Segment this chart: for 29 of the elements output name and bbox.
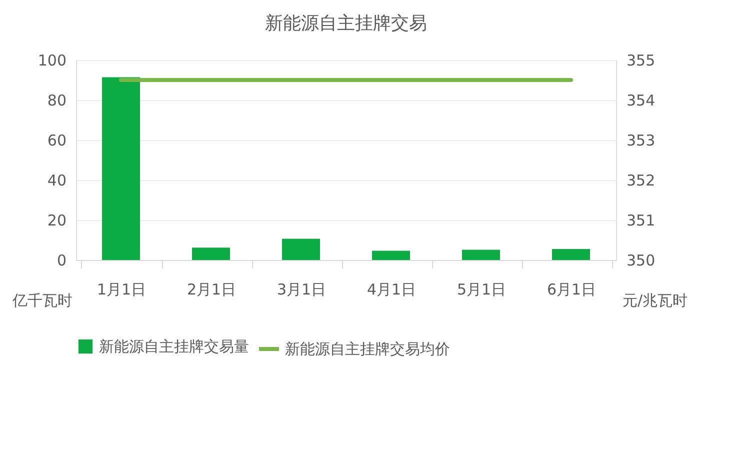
x-tick-label: 2月1日	[186, 280, 236, 298]
legend-label: 新能源自主挂牌交易量	[99, 338, 249, 356]
bar	[192, 248, 230, 260]
y2-axis-title: 元/兆瓦时	[622, 292, 688, 310]
y2-tick-label: 350	[626, 252, 656, 270]
y-tick-label: 100	[38, 52, 66, 70]
legend-label: 新能源自主挂牌交易均价	[285, 340, 450, 358]
bar	[552, 249, 590, 260]
y-axis-title: 亿千瓦时	[12, 292, 72, 310]
y-tick-label: 60	[47, 132, 66, 150]
y2-tick-label: 355	[626, 52, 656, 70]
y-tick-label: 0	[56, 252, 66, 270]
y2-tick-label: 353	[626, 132, 656, 150]
x-tick-label: 5月1日	[456, 280, 506, 298]
bar	[462, 250, 500, 260]
x-tick-label: 6月1日	[546, 280, 596, 298]
bar	[102, 77, 140, 260]
y2-tick-label: 352	[626, 172, 656, 190]
y-tick-label: 20	[47, 212, 66, 230]
x-tick-label: 3月1日	[276, 280, 326, 298]
y2-tick-label: 354	[626, 92, 656, 110]
y-tick-label: 80	[47, 92, 66, 110]
y2-tick-label: 351	[626, 212, 656, 230]
x-tick-label: 4月1日	[366, 280, 416, 298]
bar	[282, 238, 320, 260]
chart-title: 新能源自主挂牌交易	[265, 13, 427, 34]
bar	[372, 250, 410, 260]
y-tick-label: 40	[47, 172, 66, 190]
x-tick-label: 1月1日	[96, 280, 146, 298]
